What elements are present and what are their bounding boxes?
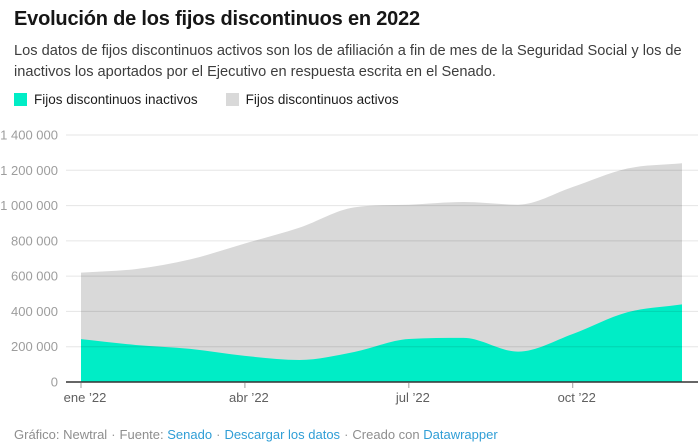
legend-swatch-inactivos <box>14 93 27 106</box>
chart-title: Evolución de los fijos discontinuos en 2… <box>14 8 420 30</box>
legend: Fijos discontinuos inactivos Fijos disco… <box>14 92 399 107</box>
x-axis-label: abr ’22 <box>229 390 269 405</box>
y-axis-label: 1 200 000 <box>0 163 58 178</box>
y-axis-label: 1 000 000 <box>0 198 58 213</box>
datawrapper-link[interactable]: Datawrapper <box>423 427 498 442</box>
y-axis-label: 200 000 <box>11 339 58 354</box>
footer-separator: · <box>344 427 349 442</box>
y-axis-label: 600 000 <box>11 269 58 284</box>
series-area-inactivos <box>81 304 682 382</box>
x-axis-label: jul ’22 <box>395 390 430 405</box>
footer-source-label: Fuente: <box>119 427 164 442</box>
area-chart: 0 200 000 400 000 600 000 800 000 1 000 000 1 … <box>0 128 698 405</box>
legend-label-activos: Fijos discontinuos activos <box>245 92 399 107</box>
legend-label-inactivos: Fijos discontinuos inactivos <box>34 92 198 107</box>
footer-separator: · <box>111 427 116 442</box>
chart-footer: Gráfico: Newtral · Fuente: Senado · Descarga… <box>14 427 498 442</box>
footer-created-label: Creado con <box>352 427 420 442</box>
footer-credit: Gráfico: Newtral <box>14 427 108 442</box>
download-data-link[interactable]: Descargar los datos <box>224 427 341 442</box>
legend-swatch-activos <box>225 93 239 106</box>
source-link[interactable]: Senado <box>167 427 213 442</box>
legend-item-activos: Fijos discontinuos activos <box>225 92 399 107</box>
y-axis-label: 0 <box>51 375 58 390</box>
x-axis-label: ene ’22 <box>64 390 107 405</box>
y-axis-label: 400 000 <box>11 304 58 319</box>
series-area-activos <box>81 163 682 382</box>
y-axis-label: 800 000 <box>11 233 58 248</box>
x-axis-label: oct ’22 <box>558 390 596 405</box>
chart-description: Los datos de fijos discontinuos activos … <box>14 43 682 80</box>
y-axis-label: 1 400 000 <box>0 128 58 143</box>
footer-separator: · <box>216 427 221 442</box>
legend-item-inactivos: Fijos discontinuos inactivos <box>14 92 198 107</box>
